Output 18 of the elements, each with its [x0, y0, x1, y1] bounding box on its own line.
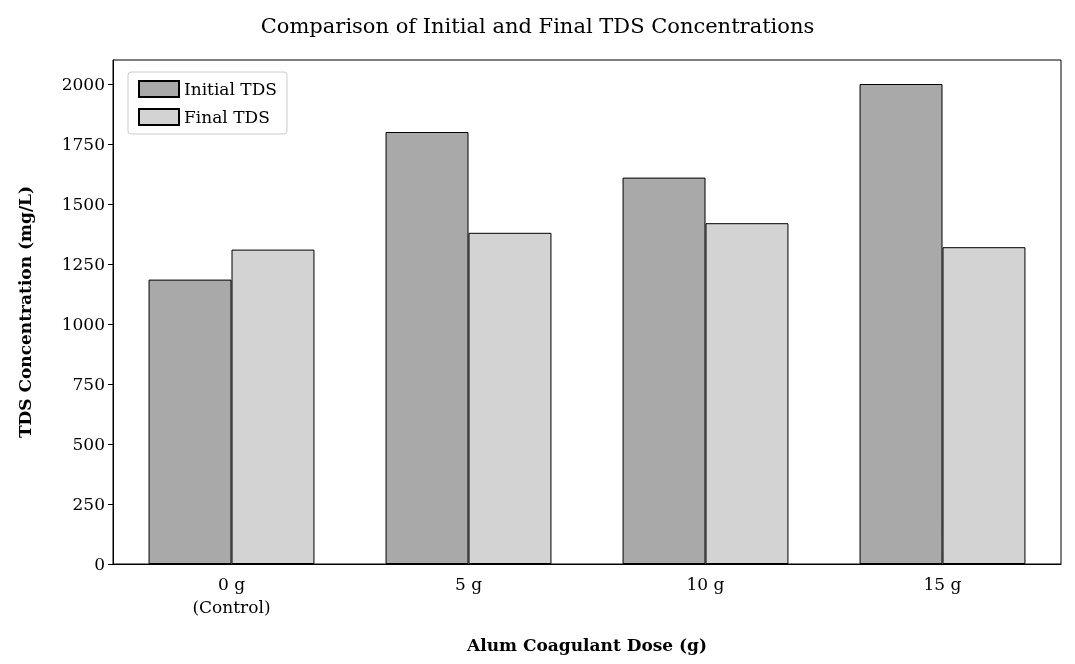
y-tick-label: 1250 [61, 254, 105, 274]
x-tick-label: 0 g (Control) [192, 573, 271, 617]
legend-label: Final TDS [184, 107, 270, 127]
y-tick-label: 1500 [61, 194, 105, 214]
x-tick-label: 15 g [923, 573, 962, 594]
x-tick-label: 5 g [454, 573, 483, 594]
y-tick-label: 2000 [61, 74, 105, 94]
legend-label: Initial TDS [184, 79, 277, 99]
y-tick-label: 750 [72, 374, 105, 394]
y-tick-label: 0 [94, 554, 105, 574]
x-tick-label: 10 g [686, 573, 725, 594]
y-tick-label: 250 [72, 494, 105, 514]
y-tick-label: 1000 [61, 314, 105, 334]
y-tick-label: 1750 [61, 134, 105, 154]
chart-title: Comparison of Initial and Final TDS Concentrations [260, 13, 815, 38]
x-axis-title: Alum Coagulant Dose (g) [465, 634, 708, 655]
y-tick-label: 500 [72, 434, 105, 454]
y-axis-title: TDS Concentration (mg/L) [14, 185, 35, 439]
